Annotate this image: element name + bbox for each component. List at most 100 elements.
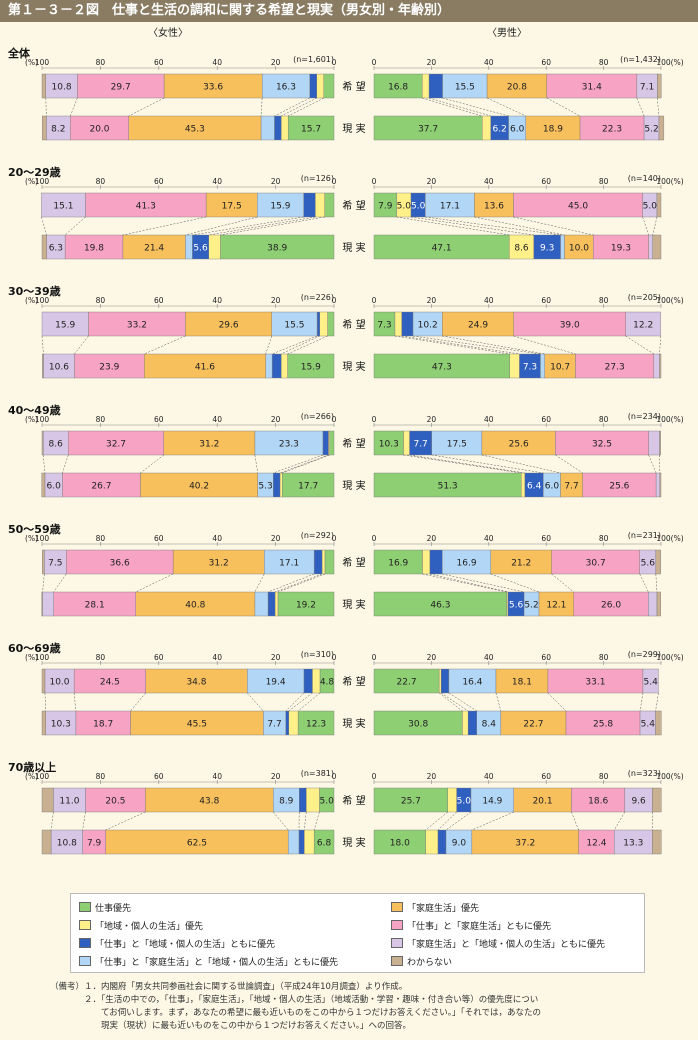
male-reality-3-seg-6 [655, 472, 661, 498]
female-reality-2-label-0: 15.9 [301, 363, 321, 373]
reality-row-label-2: 現 実 [342, 360, 365, 373]
female-connector-0-6 [45, 97, 47, 117]
female-reality-3-seg-1 [279, 472, 283, 498]
female-reality-1-label-2: 5.6 [193, 244, 208, 254]
group-label-5: 60～69歳 [8, 641, 61, 655]
male-reality-6-seg-5 [578, 829, 615, 855]
male-hope-2-label-3: 10.2 [418, 321, 438, 331]
male-hope-5-seg-1 [438, 668, 442, 694]
female-tick-label-6-5: 0 [332, 772, 337, 781]
male-hope-3-label-4: 25.6 [509, 440, 529, 450]
female-connector-4-2 [267, 573, 315, 593]
male-reality-4-seg-0 [373, 591, 508, 617]
male-reality-6-seg-6 [614, 829, 653, 855]
female-reality-2-seg-0 [287, 353, 335, 379]
female-connector-3-4 [140, 454, 164, 474]
male-hope-6-label-5: 18.6 [588, 797, 608, 807]
male-hope-3-seg-5 [555, 430, 649, 456]
female-reality-1-label-4: 21.4 [144, 244, 164, 254]
female-hope-4-seg-5 [66, 549, 174, 575]
male-hope-6-label-6: 9.6 [631, 797, 646, 807]
female-hope-4-seg-7 [42, 549, 45, 575]
male-tick-label-2-5: 100(%) [656, 296, 683, 305]
female-reality-1-seg-4 [122, 234, 186, 260]
legend-item-1: 「家庭生活」優先 [391, 902, 479, 915]
female-tick-label-2-0: 100 [35, 296, 50, 305]
female-hope-1-seg-2 [303, 192, 316, 218]
male-reality-2-seg-7 [659, 353, 662, 379]
legend-label-5: 「家庭生活」と「地域・個人の生活」ともに優先 [407, 940, 606, 950]
male-hope-5-label-4: 18.1 [512, 678, 532, 688]
female-tick-label-5-0: 100 [35, 653, 50, 662]
female-connector-4-4 [135, 573, 174, 593]
female-reality-4-seg-5 [53, 591, 136, 617]
female-connector-4-0 [277, 573, 326, 593]
male-reality-6-label-5: 12.4 [586, 839, 606, 849]
female-reality-4-label-5: 28.1 [85, 601, 105, 611]
male-hope-0-label-4: 20.8 [507, 83, 527, 93]
male-connector-2-6 [659, 335, 661, 355]
legend-label-1: 「家庭生活」優先 [407, 904, 480, 914]
male-connector-5-3 [495, 692, 502, 712]
male-hope-6-seg-0 [373, 787, 448, 813]
reality-row-label-3: 現 実 [342, 479, 365, 492]
chart-area: 全体 (n=1,601) 100 80 60 40 20 0 (%) 16.3 33.6 29.7 10… [7, 46, 684, 855]
male-reality-6-seg-1 [425, 829, 439, 855]
male-tick-label-5-2: 40 [484, 653, 494, 662]
female-reality-5-label-4: 45.5 [187, 720, 207, 730]
male-hope-2-label-6: 12.2 [633, 321, 653, 331]
male-header: 〈男性〉 [487, 28, 527, 39]
female-reality-0-label-0: 15.7 [301, 125, 321, 135]
female-tick-label-3-3: 40 [212, 415, 222, 424]
legend-label-4: 「仕事」と「地域・個人の生活」ともに優先 [95, 940, 276, 950]
female-hope-2-label-5: 33.2 [127, 321, 147, 331]
female-tick-label-3-4: 20 [271, 415, 281, 424]
female-connector-6-6 [50, 811, 54, 831]
male-hope-1-label-6: 5.0 [643, 202, 658, 212]
male-hope-5-label-0: 22.7 [397, 678, 417, 688]
male-reality-5-seg-4 [500, 710, 567, 736]
female-reality-5-label-0: 12.3 [306, 720, 326, 730]
legend-label-6: 「仕事」と「家庭生活」と「地域・個人の生活」ともに優先 [95, 958, 339, 968]
female-tick-label-6-2: 60 [154, 772, 164, 781]
female-reality-6-label-6: 10.8 [57, 839, 77, 849]
female-hope-0-label-6: 10.8 [52, 83, 72, 93]
group-label-6: 70歳以上 [8, 760, 56, 774]
female-tick-label-1-4: 20 [271, 177, 281, 186]
female-n-0: (n=1,601) [293, 55, 334, 64]
female-reality-6-seg-7 [41, 829, 52, 855]
female-hope-5-label-0: 4.8 [320, 678, 335, 688]
male-tick-label-3-0: 0 [372, 415, 377, 424]
male-hope-0-label-6: 7.1 [640, 83, 654, 93]
female-hope-6-label-6: 11.0 [59, 797, 79, 807]
male-n-0: (n=1,432) [620, 55, 661, 64]
female-unit-1: (%) [25, 177, 38, 186]
male-reality-1-seg-4 [564, 234, 594, 260]
female-reality-5-label-5: 18.7 [93, 720, 113, 730]
female-tick-label-5-4: 20 [271, 653, 281, 662]
female-hope-2-seg-6 [41, 311, 89, 337]
male-hope-3-seg-7 [659, 430, 661, 456]
female-reality-6-seg-6 [50, 829, 83, 855]
male-tick-label-3-1: 20 [427, 415, 437, 424]
female-reality-4-seg-7 [41, 591, 43, 617]
female-hope-2-seg-1 [319, 311, 328, 337]
male-reality-4-label-0: 46.3 [430, 601, 450, 611]
male-reality-0-seg-7 [658, 115, 665, 141]
group-label-3: 40～49歳 [8, 403, 61, 417]
female-connector-6-1 [303, 811, 307, 831]
male-reality-5-seg-7 [655, 710, 662, 736]
female-connector-1-5 [64, 216, 86, 236]
female-reality-2-seg-5 [74, 353, 145, 379]
male-reality-5-seg-5 [565, 710, 641, 736]
female-tick-label-4-5: 0 [332, 534, 337, 543]
female-hope-3-seg-7 [41, 430, 44, 456]
male-reality-6-label-4: 37.2 [515, 839, 535, 849]
male-tick-label-2-4: 80 [599, 296, 609, 305]
female-hope-3-seg-6 [42, 430, 69, 456]
male-connector-2-2 [412, 335, 541, 355]
male-connector-2-1 [401, 335, 520, 355]
female-connector-5-2 [285, 692, 305, 712]
female-reality-5-label-6: 10.3 [51, 720, 71, 730]
male-hope-4-seg-3 [442, 549, 492, 575]
